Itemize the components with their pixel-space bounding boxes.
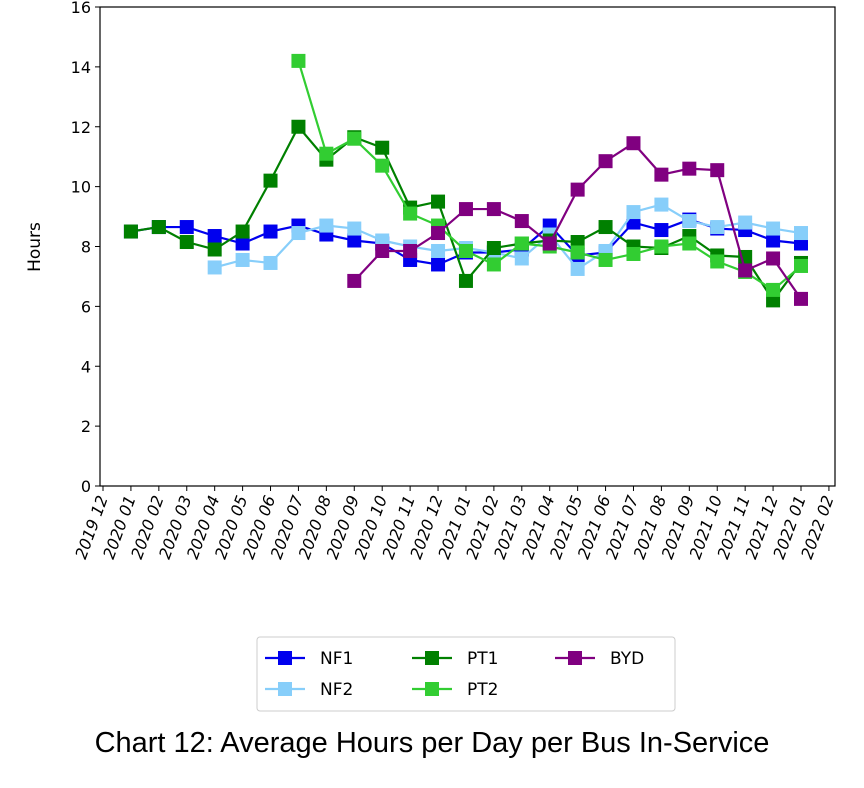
data-point-pt2 bbox=[682, 236, 697, 251]
data-point-nf2 bbox=[347, 221, 362, 236]
data-point-pt2 bbox=[291, 53, 306, 68]
data-point-byd bbox=[570, 182, 585, 197]
data-point-pt1 bbox=[486, 240, 501, 255]
data-point-nf2 bbox=[738, 215, 753, 230]
data-point-pt1 bbox=[123, 224, 138, 239]
data-point-byd bbox=[486, 202, 501, 217]
data-point-byd bbox=[738, 263, 753, 278]
data-point-nf2 bbox=[794, 226, 808, 241]
data-point-nf2 bbox=[207, 260, 222, 275]
data-point-pt1 bbox=[458, 273, 473, 288]
data-point-nf2 bbox=[514, 251, 529, 266]
data-point-pt1 bbox=[235, 224, 250, 239]
data-point-byd bbox=[626, 136, 641, 151]
data-point-nf2 bbox=[682, 214, 697, 229]
data-point-byd bbox=[794, 291, 808, 306]
data-point-pt1 bbox=[431, 194, 446, 209]
legend-marker bbox=[425, 651, 439, 665]
data-point-nf1 bbox=[235, 236, 250, 251]
data-point-pt2 bbox=[654, 239, 669, 254]
data-point-byd bbox=[710, 163, 725, 178]
data-point-pt2 bbox=[347, 131, 362, 146]
legend-label: BYD bbox=[610, 649, 644, 669]
y-tick-label: 14 bbox=[71, 58, 91, 77]
data-point-nf2 bbox=[291, 226, 306, 241]
data-point-nf2 bbox=[626, 205, 641, 220]
data-point-byd bbox=[598, 154, 613, 169]
data-point-nf2 bbox=[766, 221, 781, 236]
data-point-pt1 bbox=[263, 173, 278, 188]
data-point-pt2 bbox=[794, 258, 808, 273]
data-point-byd bbox=[375, 243, 390, 258]
data-point-byd bbox=[514, 214, 529, 229]
data-point-byd bbox=[682, 161, 697, 176]
data-point-nf2 bbox=[263, 255, 278, 270]
series-line-nf2 bbox=[214, 203, 802, 271]
data-point-nf2 bbox=[654, 197, 669, 212]
legend-marker bbox=[278, 682, 292, 696]
data-point-pt2 bbox=[766, 282, 781, 297]
data-point-byd bbox=[654, 167, 669, 182]
data-point-pt2 bbox=[486, 257, 501, 272]
data-point-nf2 bbox=[570, 261, 585, 276]
data-point-nf1 bbox=[431, 257, 446, 272]
data-point-byd bbox=[431, 226, 446, 241]
y-tick-label: 0 bbox=[81, 477, 91, 496]
data-point-byd bbox=[542, 236, 557, 251]
data-point-pt2 bbox=[570, 245, 585, 260]
data-point-pt1 bbox=[598, 220, 613, 235]
data-point-pt2 bbox=[626, 246, 641, 261]
y-tick-label: 4 bbox=[81, 357, 91, 376]
series-pt2 bbox=[291, 53, 808, 297]
data-point-nf2 bbox=[319, 218, 334, 233]
data-point-pt2 bbox=[375, 158, 390, 173]
legend: NF1 NF2 PT1 PT2 BYD bbox=[256, 636, 676, 712]
chart-title: Chart 12: Average Hours per Day per Bus … bbox=[94, 727, 770, 759]
data-point-pt1 bbox=[179, 235, 194, 250]
y-tick-label: 2 bbox=[81, 417, 91, 436]
y-tick-label: 8 bbox=[81, 238, 91, 257]
data-point-nf1 bbox=[207, 229, 222, 244]
data-point-pt2 bbox=[710, 254, 725, 269]
data-point-byd bbox=[766, 251, 781, 266]
data-point-nf1 bbox=[347, 233, 362, 248]
data-point-nf1 bbox=[179, 220, 194, 235]
data-point-byd bbox=[458, 202, 473, 217]
data-point-pt1 bbox=[375, 140, 390, 155]
data-point-nf1 bbox=[654, 223, 669, 238]
y-tick-label: 10 bbox=[71, 178, 91, 197]
data-point-pt1 bbox=[151, 220, 166, 235]
y-axis-label: Hours bbox=[25, 222, 45, 272]
y-tick-label: 6 bbox=[81, 297, 91, 316]
data-point-pt2 bbox=[458, 243, 473, 258]
legend-label: PT2 bbox=[467, 680, 498, 700]
data-point-pt2 bbox=[514, 236, 529, 251]
data-point-nf1 bbox=[766, 233, 781, 248]
data-point-nf2 bbox=[431, 243, 446, 258]
legend-marker bbox=[568, 651, 582, 665]
data-point-nf1 bbox=[263, 224, 278, 239]
series-byd bbox=[347, 136, 808, 306]
legend-label: NF1 bbox=[320, 649, 353, 669]
data-point-pt2 bbox=[319, 146, 334, 161]
data-point-nf2 bbox=[710, 220, 725, 235]
legend-label: NF2 bbox=[320, 680, 353, 700]
y-tick-label: 12 bbox=[71, 118, 91, 137]
data-point-pt1 bbox=[291, 119, 306, 134]
data-point-nf2 bbox=[235, 252, 250, 267]
legend-marker bbox=[278, 651, 292, 665]
data-point-pt1 bbox=[207, 242, 222, 257]
data-point-pt2 bbox=[598, 252, 613, 267]
legend-label: PT1 bbox=[467, 649, 498, 669]
y-tick-label: 16 bbox=[71, 0, 91, 17]
legend-marker bbox=[425, 682, 439, 696]
data-point-byd bbox=[403, 243, 418, 258]
data-point-byd bbox=[347, 273, 362, 288]
data-point-pt2 bbox=[403, 206, 418, 221]
